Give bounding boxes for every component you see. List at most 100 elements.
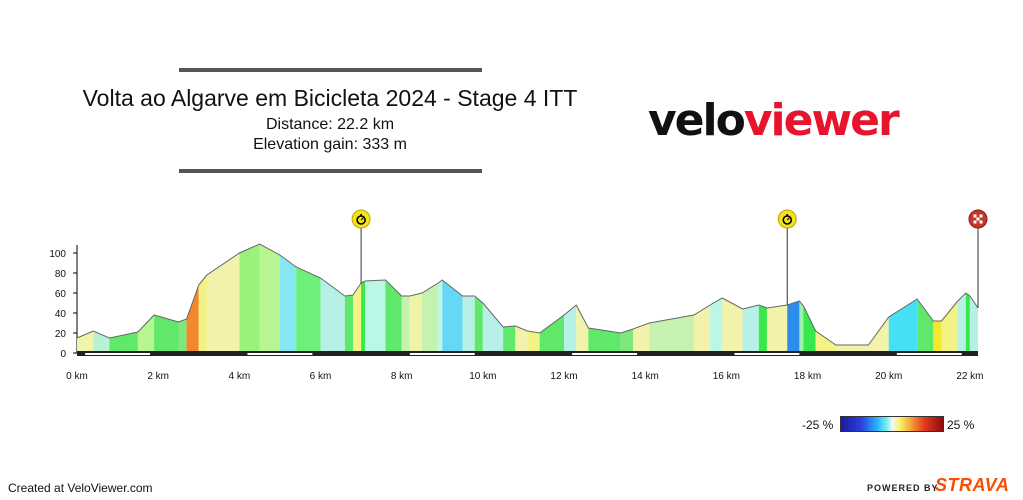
profile-segment xyxy=(742,305,759,353)
profile-segment xyxy=(799,301,804,353)
profile-segment xyxy=(588,328,621,353)
profile-segment xyxy=(787,301,800,353)
profile-segment xyxy=(206,253,240,353)
profile-segment xyxy=(758,305,767,353)
profile-segment xyxy=(941,301,958,353)
profile-segment xyxy=(766,305,788,353)
gradient-legend-bar xyxy=(840,416,944,432)
gradient-legend-max-label: 25 % xyxy=(947,418,975,432)
created-at-text: Created at VeloViewer.com xyxy=(8,481,153,495)
distance-band-dash xyxy=(734,353,800,355)
profile-outline xyxy=(76,243,979,346)
profile-segment xyxy=(917,299,934,353)
profile-segment xyxy=(815,331,836,353)
profile-segment xyxy=(482,303,504,353)
finish-flag-check xyxy=(976,217,980,221)
x-tick-label: 12 km xyxy=(550,371,577,382)
y-tick-label: 100 xyxy=(49,249,66,260)
profile-segment xyxy=(259,244,280,353)
profile-segment xyxy=(969,296,978,353)
profile-segment xyxy=(421,283,439,353)
distance-band-dash xyxy=(896,353,962,355)
profile-segment xyxy=(344,295,353,353)
profile-segment xyxy=(710,298,723,353)
x-tick-label: 8 km xyxy=(391,371,413,382)
x-tick-label: 14 km xyxy=(632,371,659,382)
stopwatch-hand xyxy=(786,217,790,221)
x-tick-label: 18 km xyxy=(794,371,821,382)
elevation-profile-chart: 0 20 40 60 80 100 0 km 2 km 4 km 6 km 8 km 10 km 12 … xyxy=(49,209,988,382)
y-tick-label: 80 xyxy=(55,269,67,280)
profile-segment xyxy=(722,298,743,353)
profile-segment xyxy=(564,305,577,353)
profile-segment xyxy=(957,293,966,353)
distance-band xyxy=(77,351,978,356)
x-tick-label: 22 km xyxy=(956,371,983,382)
stopwatch-hand xyxy=(360,217,364,221)
profile-segment xyxy=(352,283,362,353)
profile-segment xyxy=(633,323,650,353)
profile-segment xyxy=(154,315,179,353)
profile-segment xyxy=(649,315,694,353)
logo-part-1: velo xyxy=(648,95,746,146)
profile-segment xyxy=(239,244,260,353)
profile-segment xyxy=(320,278,345,353)
distance-band-dash xyxy=(572,353,638,355)
finish-flag-check xyxy=(979,220,983,224)
finish-flag-check xyxy=(973,214,977,218)
profile-segment xyxy=(803,306,816,353)
distance-band-dash xyxy=(247,353,313,355)
title-bottom-rule xyxy=(179,169,482,173)
x-tick-label: 16 km xyxy=(713,371,740,382)
x-tick-label: 10 km xyxy=(469,371,496,382)
x-tick-label: 20 km xyxy=(875,371,902,382)
profile-segment xyxy=(933,321,942,353)
profile-segment xyxy=(401,296,410,353)
profile-segment xyxy=(198,275,207,353)
profile-segment xyxy=(296,267,321,353)
y-tick-label: 60 xyxy=(55,289,67,300)
profile-segment xyxy=(137,315,155,353)
y-tick-label: 0 xyxy=(60,349,66,360)
profile-segment xyxy=(576,305,589,353)
profile-segment xyxy=(539,315,565,353)
profile-segment xyxy=(965,293,970,353)
profile-segment xyxy=(279,255,297,353)
strava-logo: STRAVA xyxy=(935,475,1010,495)
finish-flag-check xyxy=(979,214,983,218)
distance-band-dash xyxy=(409,353,475,355)
distance-text: Distance: 22.2 km xyxy=(265,116,395,133)
x-tick-label: 0 km xyxy=(66,371,88,382)
profile-segment xyxy=(186,285,199,353)
stopwatch-icon xyxy=(777,209,797,229)
logo-part-2: viewer xyxy=(743,95,900,146)
page-title: Volta ao Algarve em Bicicleta 2024 - Sta… xyxy=(82,85,578,111)
title-top-rule xyxy=(179,68,482,72)
profile-segment xyxy=(385,280,402,353)
finish-flag-check xyxy=(973,220,977,224)
profile-segment xyxy=(515,326,528,353)
x-tick-label: 6 km xyxy=(310,371,332,382)
profile-segment xyxy=(178,319,187,353)
profile-segment xyxy=(527,331,540,353)
profile-segment xyxy=(365,280,386,353)
elevation-text: Elevation gain: 333 m xyxy=(253,136,407,153)
profile-segment xyxy=(109,332,138,353)
profile-segment xyxy=(361,281,366,353)
profile-segment xyxy=(503,326,516,353)
profile-segment xyxy=(620,329,634,353)
x-tick-label: 2 km xyxy=(147,371,169,382)
distance-band-dash xyxy=(85,353,151,355)
profile-segment xyxy=(888,299,918,353)
profile-segment xyxy=(438,280,443,353)
veloviewer-logo: veloviewer xyxy=(648,95,900,146)
profile-segment xyxy=(474,296,483,353)
profile-segment xyxy=(442,280,463,353)
powered-by-text: POWERED BY xyxy=(867,483,939,493)
y-tick-label: 20 xyxy=(55,329,67,340)
profile-segment xyxy=(868,317,889,353)
y-tick-label: 40 xyxy=(55,309,67,320)
gradient-legend-min-label: -25 % xyxy=(802,418,834,432)
profile-segment xyxy=(409,293,422,353)
x-tick-label: 4 km xyxy=(229,371,251,382)
